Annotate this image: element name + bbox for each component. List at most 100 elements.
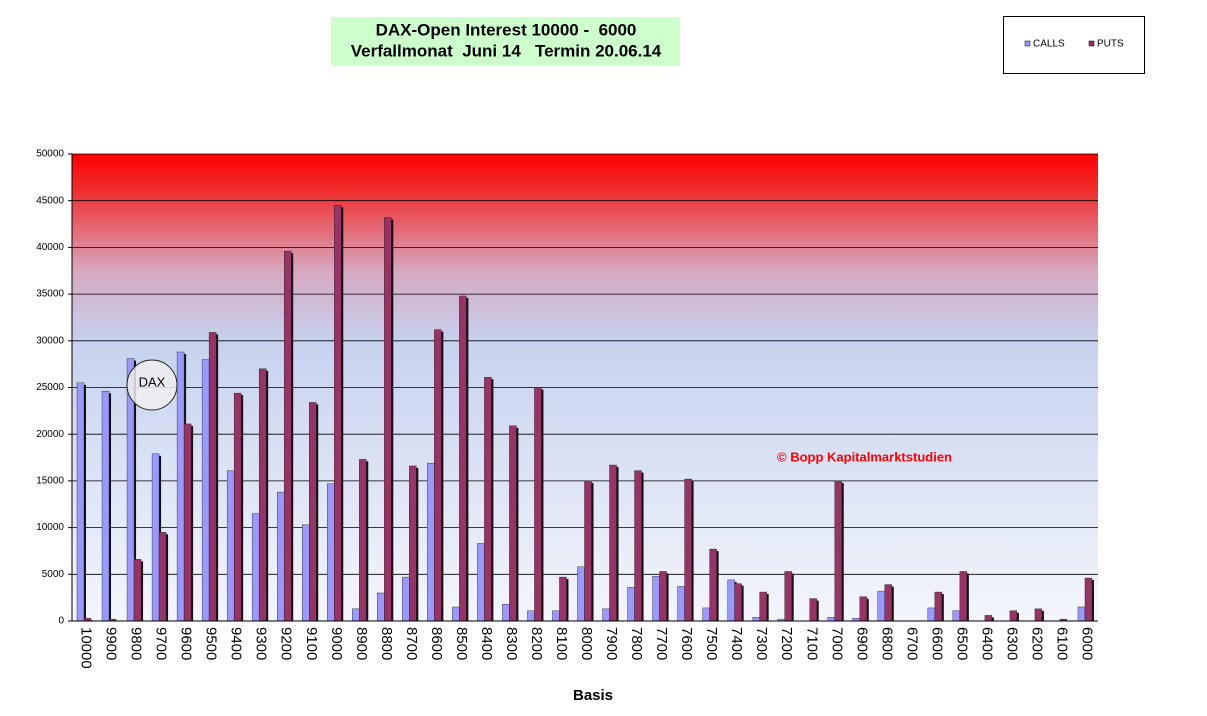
bar (384, 217, 392, 622)
bar (258, 368, 267, 622)
bar (834, 480, 842, 622)
bar (133, 559, 142, 622)
bar (251, 513, 260, 622)
x-tick-label: 7200 (778, 627, 795, 660)
y-tick-label: 35000 (36, 289, 64, 300)
x-tick-label: 9000 (328, 627, 345, 660)
bar (151, 453, 160, 622)
bar (809, 598, 817, 622)
x-tick-label: 8000 (578, 627, 595, 660)
bar (784, 571, 792, 622)
x-axis-title: Basis (573, 687, 613, 704)
bar (884, 584, 892, 622)
bar (602, 608, 610, 622)
bar (302, 524, 310, 622)
bar (101, 391, 110, 622)
bar (984, 615, 993, 622)
bar (233, 392, 242, 622)
bar (359, 459, 367, 622)
copyright-annotation: © Bopp Kapitalmarktstudien (777, 449, 952, 464)
bar (527, 610, 535, 622)
x-tick-label: 9800 (128, 627, 145, 660)
bar (859, 596, 867, 622)
y-tick-label: 20000 (36, 429, 64, 440)
bar (734, 583, 742, 622)
bar (634, 470, 642, 622)
x-tick-label: 6200 (1028, 627, 1045, 660)
x-tick-label: 7100 (803, 627, 820, 660)
bar (226, 470, 235, 622)
x-tick-label: 6300 (1003, 627, 1020, 660)
bar (684, 478, 692, 622)
y-tick-label: 10000 (36, 522, 64, 533)
x-tick-label: 10000 (78, 627, 95, 669)
bar (577, 566, 585, 622)
bar (1084, 577, 1093, 622)
title-box (331, 17, 680, 66)
bar (1009, 610, 1018, 622)
bar (409, 465, 417, 622)
x-tick-label: 9900 (103, 627, 120, 660)
x-tick-label: 6500 (953, 627, 970, 660)
x-tick-label: 8300 (503, 627, 520, 660)
x-tick-label: 8200 (528, 627, 545, 660)
x-tick-label: 8600 (428, 627, 445, 660)
bar (709, 548, 717, 622)
bar (352, 608, 360, 622)
bar (609, 464, 617, 622)
bar (959, 571, 968, 622)
y-tick-label: 25000 (36, 382, 64, 393)
y-tick-label: 40000 (36, 242, 64, 253)
x-tick-label: 8500 (453, 627, 470, 660)
bar (827, 617, 835, 622)
y-tick-label: 5000 (42, 569, 65, 580)
bar (327, 483, 335, 622)
x-tick-label: 7500 (703, 627, 720, 660)
x-tick-label: 7700 (653, 627, 670, 660)
x-tick-label: 9100 (303, 627, 320, 660)
x-tick-label: 9500 (203, 627, 220, 660)
x-tick-label: 9600 (178, 627, 195, 660)
x-tick-label: 6400 (978, 627, 995, 660)
bar (1077, 606, 1086, 622)
bar (534, 387, 542, 622)
legend-swatch (1088, 40, 1095, 47)
bar (552, 610, 560, 622)
bar (452, 606, 460, 622)
x-tick-label: 6900 (853, 627, 870, 660)
bar (702, 607, 710, 622)
bar (509, 425, 517, 622)
bar (584, 480, 592, 622)
x-tick-label: 8400 (478, 627, 495, 660)
bar (459, 295, 467, 622)
bar (201, 359, 210, 622)
bar (427, 462, 435, 622)
bar (759, 591, 767, 622)
bar (402, 576, 410, 622)
bar (952, 610, 961, 622)
x-tick-label: 9200 (278, 627, 295, 660)
bar (877, 590, 885, 622)
bar (727, 579, 735, 622)
y-tick-label: 30000 (36, 335, 64, 346)
x-tick-label: 6000 (1079, 627, 1096, 660)
x-tick-label: 7900 (603, 627, 620, 660)
y-tick-label: 0 (58, 616, 64, 627)
bar (927, 607, 936, 622)
x-tick-label: 7300 (753, 627, 770, 660)
legend-swatch (1024, 40, 1031, 47)
bar (652, 575, 660, 622)
y-tick-label: 50000 (36, 149, 64, 160)
x-tick-label: 7000 (828, 627, 845, 660)
bar (158, 532, 167, 622)
x-tick-label: 8900 (353, 627, 370, 660)
x-tick-label: 7800 (628, 627, 645, 660)
y-tick-label: 45000 (36, 195, 64, 206)
bar (752, 617, 760, 622)
x-tick-label: 9400 (228, 627, 245, 660)
chart-subtitle: Verfallmonat Juni 14 Termin 20.06.14 (351, 41, 662, 60)
x-tick-label: 6800 (878, 627, 895, 660)
bar (208, 332, 217, 622)
legend-label: CALLS (1033, 39, 1065, 50)
